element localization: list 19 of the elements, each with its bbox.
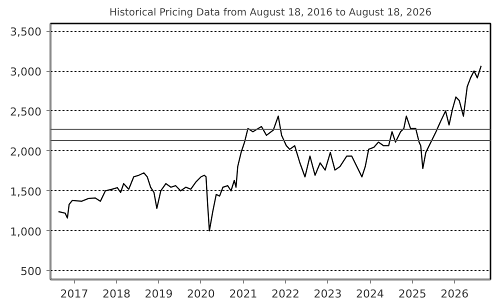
x-tick-label: 2020 <box>186 288 215 300</box>
y-tick-label: 1,000 <box>10 225 42 238</box>
x-tick-label: 2019 <box>144 288 173 300</box>
x-tick-label: 2021 <box>229 288 258 300</box>
y-tick-label: 3,500 <box>10 26 42 39</box>
y-tick-label: 2,500 <box>10 105 42 118</box>
y-tick-label: 3,000 <box>10 66 42 79</box>
x-tick-label: 2023 <box>314 288 342 300</box>
line-series <box>58 65 482 232</box>
x-tick-label: 2025 <box>398 288 426 300</box>
y-tick-label: 1,500 <box>10 185 42 198</box>
x-tick-label: 2022 <box>272 288 300 300</box>
chart-title: Historical Pricing Data from August 18, 2016 to August 18, 2026 <box>109 8 432 18</box>
x-tick-label: 2017 <box>60 288 88 300</box>
y-tick-label: 2,000 <box>10 145 42 158</box>
x-tick-label: 2024 <box>356 288 384 300</box>
x-tick-label: 2018 <box>102 288 130 300</box>
y-tick-label: 500 <box>20 265 42 278</box>
x-tick-label: 2026 <box>440 288 469 300</box>
